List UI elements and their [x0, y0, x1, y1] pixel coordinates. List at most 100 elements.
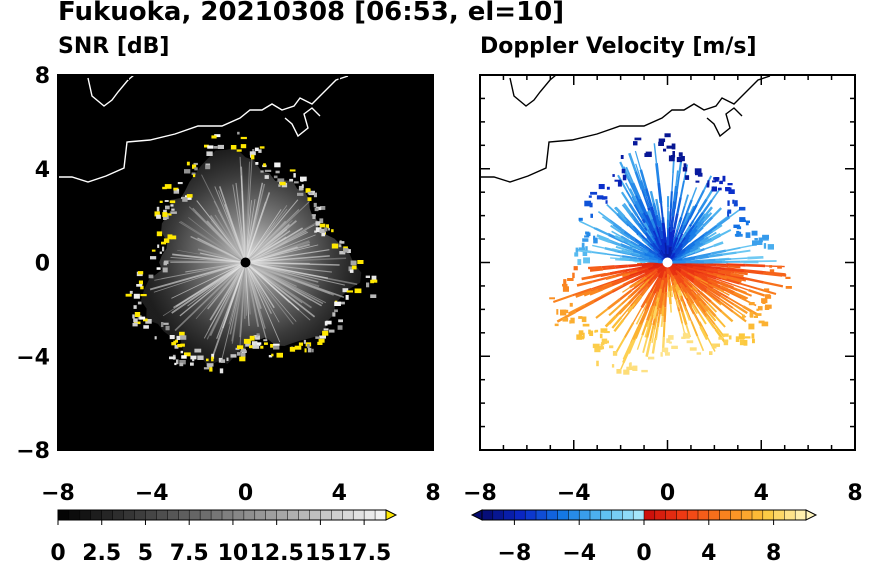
- snr-overrange-patch: [163, 238, 170, 243]
- doppler-streak: [646, 305, 654, 322]
- doppler-streak: [693, 271, 708, 279]
- doppler-rim-patch: [748, 323, 755, 330]
- snr-rim-patch: [255, 162, 259, 165]
- snr-streak: [245, 232, 284, 263]
- doppler-streak: [703, 264, 717, 267]
- snr-overrange-patch: [162, 212, 168, 217]
- doppler-streak: [650, 206, 659, 226]
- doppler-colorbar-tick-label: 4: [701, 541, 716, 566]
- doppler-streak: [714, 315, 726, 328]
- snr-colorbar-max-arrow: [385, 509, 398, 521]
- snr-streak: [245, 262, 281, 343]
- doppler-streak: [711, 296, 722, 306]
- doppler-rim-patch: [584, 200, 592, 207]
- doppler-streak: [680, 271, 695, 283]
- doppler-streak: [680, 270, 695, 281]
- doppler-streak: [640, 248, 649, 254]
- snr-radar-site-marker: [240, 257, 251, 268]
- doppler-streak: [606, 203, 618, 215]
- snr-overrange-patch: [169, 200, 176, 204]
- doppler-streak: [602, 280, 615, 288]
- doppler-colorbar-segment: [546, 510, 559, 520]
- snr-streak: [245, 208, 288, 263]
- doppler-rim-patch: [733, 203, 738, 207]
- snr-colorbar-segment: [200, 510, 212, 520]
- snr-colorbar-segment: [68, 510, 81, 520]
- doppler-streak: [676, 196, 682, 214]
- doppler-streak: [704, 304, 717, 318]
- snr-overrange-patch: [306, 188, 310, 193]
- doppler-streak: [702, 290, 713, 299]
- doppler-streak: [704, 225, 718, 237]
- snr-rim-patch: [205, 165, 211, 170]
- doppler-streak: [634, 170, 644, 191]
- doppler-streak: [591, 281, 611, 290]
- doppler-rim-patch: [686, 340, 694, 344]
- doppler-colorbar-segment: [482, 510, 494, 520]
- snr-rim-patch: [307, 347, 312, 353]
- doppler-streak: [699, 272, 717, 280]
- doppler-rim-patch: [668, 335, 674, 340]
- doppler-streak: [632, 323, 642, 341]
- snr-streak: [245, 244, 319, 263]
- doppler-streak: [660, 244, 666, 255]
- snr-rim-patch: [161, 322, 164, 327]
- snr-overrange-patch: [156, 231, 163, 237]
- doppler-streak: [634, 195, 645, 213]
- snr-overrange-patch: [236, 149, 242, 152]
- doppler-streak: [583, 288, 599, 297]
- doppler-streak: [720, 285, 735, 294]
- snr-streak: [197, 248, 246, 264]
- snr-rim-patch: [334, 309, 338, 313]
- snr-rim-patch: [327, 227, 330, 231]
- snr-rim-patch: [143, 325, 149, 329]
- snr-overrange-patch: [204, 144, 209, 148]
- doppler-streak: [639, 169, 648, 189]
- doppler-streak: [615, 265, 629, 269]
- doppler-rim-patch: [676, 157, 683, 163]
- doppler-streak: [656, 276, 664, 293]
- doppler-streak: [631, 182, 642, 200]
- doppler-streak: [636, 215, 646, 228]
- snr-overrange-patch: [138, 280, 143, 285]
- doppler-streak: [675, 236, 687, 251]
- snr-y-tick-label: 8: [35, 64, 50, 89]
- doppler-streak: [628, 152, 637, 172]
- doppler-colorbar-segment: [536, 510, 548, 520]
- doppler-streak: [671, 237, 679, 251]
- doppler-streak: [716, 264, 729, 268]
- doppler-velocity-streaks: [552, 143, 787, 371]
- doppler-rim-patch: [611, 364, 615, 368]
- doppler-streak: [601, 265, 615, 269]
- doppler-streak: [644, 266, 658, 275]
- doppler-streak: [686, 284, 693, 291]
- doppler-streak: [648, 259, 658, 264]
- doppler-streak: [697, 198, 708, 213]
- doppler-streak: [604, 314, 617, 328]
- snr-colorbar-tick-label: 15: [305, 541, 336, 566]
- doppler-x-tick-label: −8: [463, 481, 497, 506]
- doppler-streak: [708, 253, 723, 258]
- doppler-streak: [698, 313, 707, 325]
- doppler-streak: [626, 269, 638, 275]
- snr-rim-patch: [339, 241, 345, 244]
- doppler-rim-patch: [732, 199, 735, 204]
- doppler-streak: [697, 269, 708, 274]
- doppler-streak: [693, 278, 708, 289]
- snr-overrange-patch: [240, 136, 247, 140]
- doppler-streak: [610, 224, 621, 233]
- doppler-rim-patch: [574, 252, 579, 257]
- snr-overrange-patch: [134, 312, 141, 317]
- doppler-streak: [691, 263, 705, 266]
- snr-overrange-patch: [177, 344, 182, 348]
- snr-rim-patch: [132, 314, 135, 319]
- snr-rim-patch: [264, 175, 269, 179]
- snr-rim-patch: [163, 322, 169, 325]
- doppler-streak: [680, 224, 687, 235]
- doppler-streak: [614, 206, 626, 218]
- doppler-streak: [647, 210, 654, 220]
- doppler-streak: [625, 272, 641, 280]
- doppler-streak: [674, 287, 680, 301]
- doppler-streak: [685, 292, 695, 305]
- doppler-rim-patch: [662, 347, 668, 352]
